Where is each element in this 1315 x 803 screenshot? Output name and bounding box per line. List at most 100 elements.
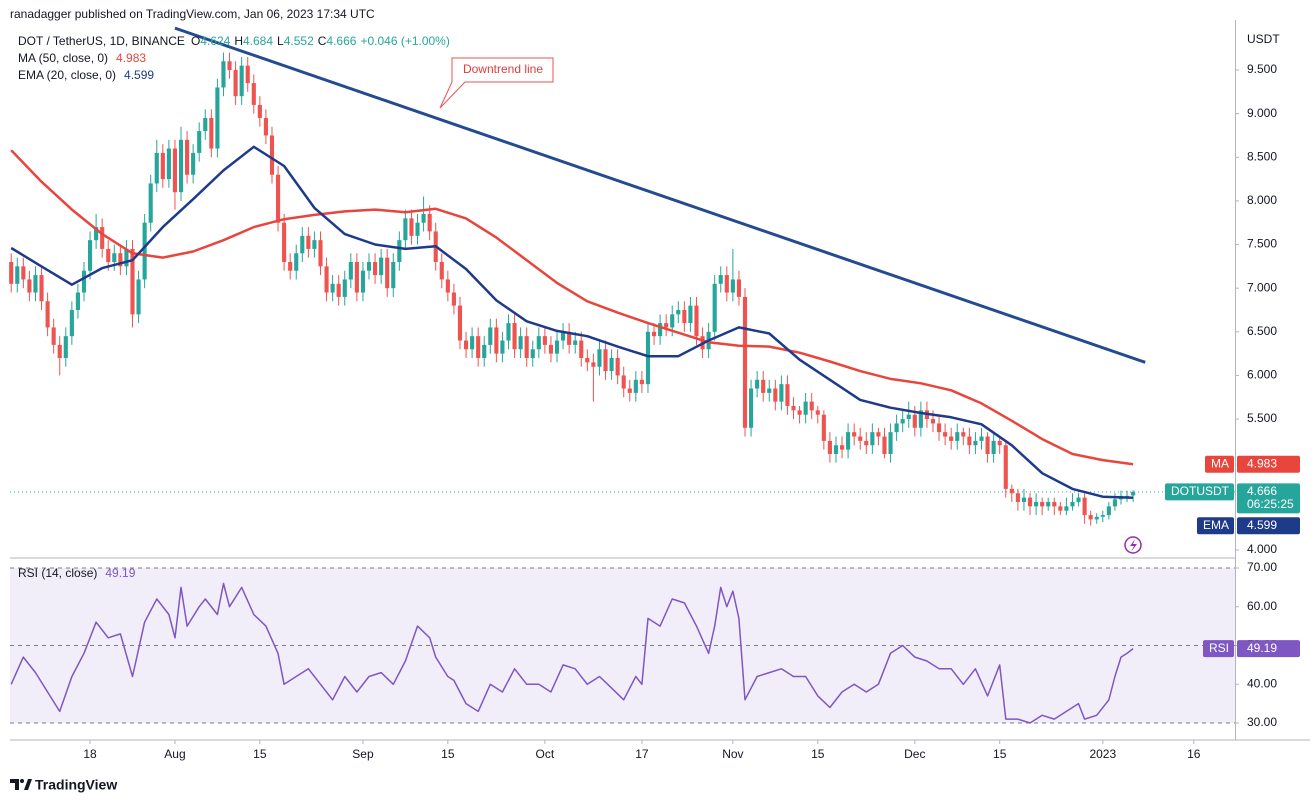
tag-name: RSI — [1209, 641, 1229, 655]
x-tick-label: 18 — [83, 747, 97, 761]
candle-body — [791, 405, 796, 411]
x-tick-label: 15 — [441, 747, 455, 761]
candle-body — [1070, 501, 1075, 507]
candle-body — [1021, 497, 1027, 502]
candle-body — [154, 152, 159, 184]
logo-mark — [24, 779, 32, 790]
candle-body — [69, 309, 74, 337]
candle-body — [1076, 497, 1081, 502]
legend-indicator: EMA (20, close, 0) 4.599 — [18, 68, 154, 82]
candle-body — [961, 432, 966, 437]
candle-body — [342, 279, 347, 297]
candle-body — [846, 432, 851, 450]
candle-body — [585, 357, 590, 363]
candle-body — [57, 344, 62, 358]
candle-body — [142, 222, 147, 280]
candle-body — [827, 440, 832, 454]
candle-body — [1003, 445, 1008, 489]
candle-body — [1088, 515, 1093, 520]
candle-body — [718, 275, 723, 284]
candle-body — [457, 305, 463, 341]
candle-body — [761, 379, 766, 393]
y-tick-label: 40.00 — [1247, 676, 1277, 690]
y-tick-label: 6.500 — [1247, 324, 1277, 338]
candle-body — [506, 323, 511, 341]
candle-body — [81, 270, 87, 293]
candle-body — [221, 61, 226, 88]
tag-value-box — [1237, 517, 1300, 535]
candle-body — [257, 104, 262, 119]
candle-body — [172, 148, 178, 193]
candle-body — [627, 388, 632, 393]
y-axis-unit: USDT — [1247, 32, 1280, 46]
legend-main: DOT / TetherUS, 1D, BINANCE O4.624 H4.684 L… — [18, 34, 450, 48]
candle-body — [463, 340, 469, 350]
candle-body — [1009, 488, 1014, 494]
candle-body — [397, 240, 402, 262]
candle-body — [906, 414, 911, 420]
legend-ohlc-label: L — [277, 34, 284, 48]
candle-body — [1058, 506, 1063, 511]
candle-body — [815, 410, 820, 415]
rsi-band — [10, 567, 1235, 724]
y-tick-label: 7.000 — [1247, 280, 1277, 294]
tag-value: 4.599 — [1247, 518, 1277, 532]
candle-body — [773, 388, 778, 402]
tag-name-box — [1196, 517, 1234, 535]
candle-body — [597, 349, 602, 367]
candle-body — [239, 65, 244, 97]
candle-body — [918, 410, 923, 428]
x-tick-label: Dec — [904, 747, 925, 761]
legend-ohlc-value: 4.684 — [243, 34, 273, 48]
candle-body — [512, 323, 517, 350]
candle-body — [178, 139, 184, 193]
candle-body — [148, 183, 153, 223]
candle-body — [75, 292, 80, 310]
candle-body — [15, 266, 20, 284]
candle-body — [166, 148, 171, 180]
legend-ohlc-value: 4.666 — [326, 34, 356, 48]
candle-body — [591, 362, 596, 367]
candle-body — [94, 227, 99, 241]
candle-body — [524, 336, 529, 358]
candle-body — [415, 222, 420, 236]
legend-indicator: RSI (14, close) 49.19 — [18, 566, 136, 580]
candle-body — [451, 292, 456, 306]
legend-indicator: MA (50, close, 0) 4.983 — [18, 51, 146, 65]
candle-body — [482, 344, 487, 358]
candle-body — [130, 248, 135, 315]
candle-body — [603, 349, 608, 372]
candle-body — [985, 436, 990, 454]
y-tick-label: 70.00 — [1247, 560, 1277, 574]
candle-body — [312, 240, 317, 249]
tag-name-box — [1205, 455, 1234, 473]
candle-body — [852, 432, 857, 437]
candle-body — [803, 401, 808, 415]
tag-value: 4.983 — [1247, 456, 1277, 470]
icon-circle — [1124, 536, 1142, 554]
candle-body — [943, 432, 948, 437]
legend-name: MA (50, close, 0) — [18, 51, 108, 65]
y-tick-label: 8.000 — [1247, 193, 1277, 207]
logo: TradingView — [10, 777, 117, 793]
candle-body — [245, 65, 250, 84]
candle-body — [21, 266, 26, 280]
tag-name: MA — [1211, 456, 1229, 470]
candle-body — [797, 410, 802, 415]
y-tick-label: 8.500 — [1247, 149, 1277, 163]
logo-mark — [10, 779, 19, 790]
candle-body — [106, 248, 111, 262]
candle-body — [160, 152, 165, 180]
annotation-label: Downtrend line — [463, 62, 543, 76]
candle-body — [1046, 501, 1051, 507]
legend-change: +0.046 (+1.00%) — [360, 34, 449, 48]
icon-bolt — [1130, 539, 1137, 552]
candle-body — [651, 331, 657, 337]
tag-name-box — [1202, 640, 1234, 658]
candle-body — [870, 432, 875, 446]
candle-body — [300, 235, 305, 254]
x-tick-label: 17 — [635, 747, 649, 761]
candle-body — [385, 257, 390, 289]
y-tick-label: 9.500 — [1247, 62, 1277, 76]
candle-body — [45, 301, 50, 328]
